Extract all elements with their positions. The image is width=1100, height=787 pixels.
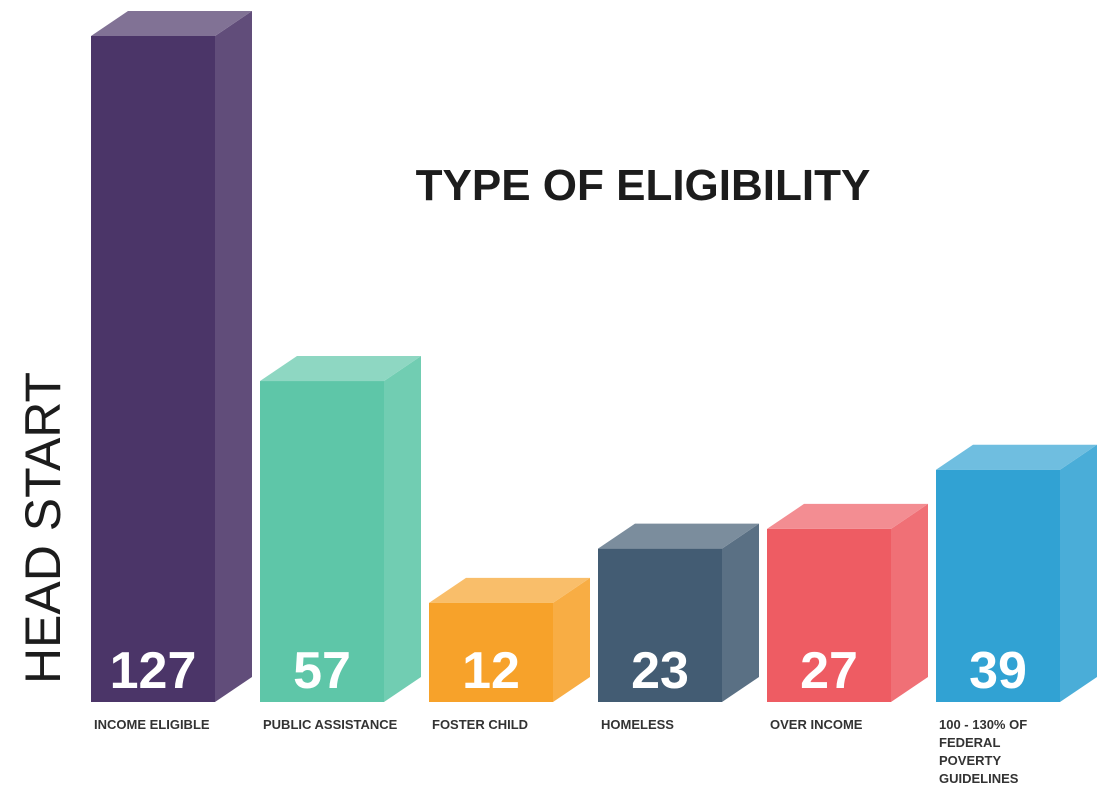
bar-side [215, 11, 252, 702]
bar-top [598, 523, 759, 549]
bar [936, 469, 1060, 702]
bar-side [891, 503, 928, 702]
value-label: 57 [293, 642, 351, 700]
bar-top [767, 503, 928, 529]
value-label: 39 [969, 642, 1027, 700]
category-label: PUBLIC ASSISTANCE [263, 717, 398, 732]
bar [767, 528, 891, 702]
value-label: 127 [110, 642, 197, 700]
bar-top [936, 444, 1097, 470]
bar-top [260, 356, 421, 382]
value-label: 23 [631, 642, 689, 700]
bar-side [553, 577, 590, 702]
bar-side [1060, 444, 1097, 702]
chart-title: TYPE OF ELIGIBILITY [416, 161, 871, 210]
bar [91, 36, 215, 702]
side-label: HEAD START [15, 372, 71, 684]
bar-top [91, 11, 252, 36]
bar-side [722, 523, 759, 702]
bar [260, 381, 384, 702]
category-label: HOMELESS [601, 717, 674, 732]
category-label: INCOME ELIGIBLE [94, 717, 210, 732]
bar-side [384, 356, 421, 702]
category-label: OVER INCOME [770, 717, 863, 732]
bar [598, 548, 722, 702]
bar-top [429, 577, 590, 603]
category-label: 100 - 130% OF FEDERAL POVERTY GUIDELINES [939, 717, 1028, 786]
category-label: FOSTER CHILD [432, 717, 529, 732]
value-label: 12 [462, 642, 520, 700]
bar [429, 602, 553, 702]
value-label: 27 [800, 642, 858, 700]
